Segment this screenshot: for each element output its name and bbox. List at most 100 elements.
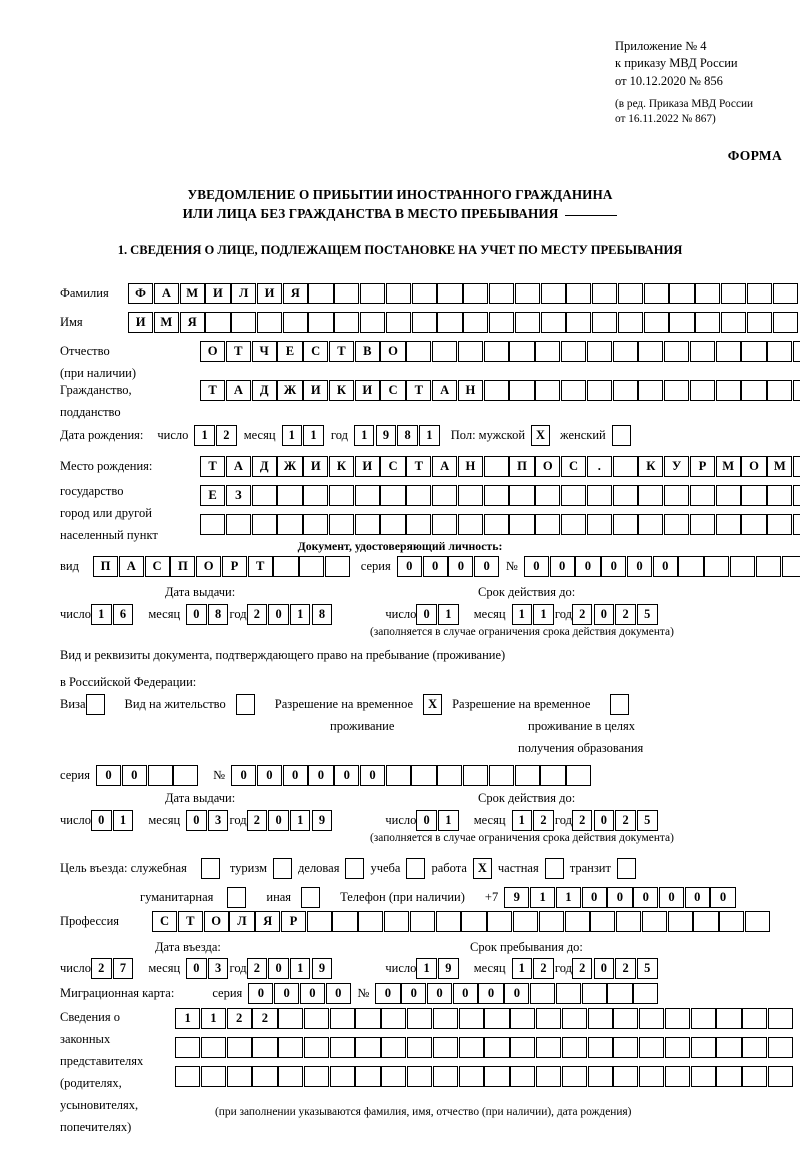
checkbox-purpose-official[interactable] xyxy=(200,858,220,879)
char-box[interactable]: 0 xyxy=(256,765,282,786)
char-box[interactable]: О xyxy=(196,556,222,577)
char-box[interactable] xyxy=(463,283,489,304)
char-box[interactable] xyxy=(719,911,745,932)
char-box[interactable]: 0 xyxy=(325,983,351,1004)
char-box[interactable] xyxy=(561,1037,587,1058)
char-box[interactable] xyxy=(744,911,771,932)
char-box[interactable] xyxy=(566,312,592,333)
char-box[interactable] xyxy=(767,514,793,535)
char-box[interactable] xyxy=(592,312,618,333)
char-box[interactable] xyxy=(435,911,461,932)
char-box[interactable]: А xyxy=(432,456,458,477)
date-box[interactable]: 2 xyxy=(533,810,554,831)
char-box[interactable] xyxy=(251,514,277,535)
char-box[interactable] xyxy=(535,341,561,362)
char-box[interactable] xyxy=(715,514,741,535)
char-box[interactable] xyxy=(278,1037,304,1058)
char-box[interactable]: О xyxy=(741,456,767,477)
checkbox-temp-residence-edu[interactable] xyxy=(610,694,630,715)
date-box[interactable]: 0 xyxy=(416,810,437,831)
checkbox-purpose-humanitarian[interactable] xyxy=(227,887,247,908)
char-box[interactable]: И xyxy=(303,456,329,477)
char-box[interactable]: 1 xyxy=(555,887,581,908)
char-box[interactable]: Т xyxy=(406,380,432,401)
char-box[interactable] xyxy=(664,485,690,506)
char-box[interactable] xyxy=(638,341,664,362)
char-box[interactable] xyxy=(226,1037,252,1058)
char-box[interactable] xyxy=(643,283,669,304)
char-box[interactable]: Ф xyxy=(128,283,154,304)
char-box[interactable] xyxy=(328,514,355,535)
char-box[interactable] xyxy=(487,911,513,932)
char-box[interactable] xyxy=(411,765,437,786)
char-box[interactable]: М xyxy=(767,456,793,477)
char-box[interactable] xyxy=(483,514,509,535)
char-box[interactable] xyxy=(432,341,458,362)
char-box[interactable] xyxy=(175,1037,201,1058)
char-box[interactable]: 0 xyxy=(422,556,448,577)
date-box[interactable]: 1 xyxy=(303,425,324,446)
char-box[interactable] xyxy=(643,312,669,333)
char-box[interactable] xyxy=(358,911,384,932)
date-box[interactable]: 1 xyxy=(289,604,311,625)
char-box[interactable] xyxy=(385,283,411,304)
char-box[interactable] xyxy=(514,765,540,786)
date-box[interactable]: 2 xyxy=(615,958,636,979)
char-box[interactable] xyxy=(767,341,793,362)
checkbox-purpose-tourism[interactable] xyxy=(273,858,293,879)
date-box[interactable]: 0 xyxy=(186,958,207,979)
date-box[interactable]: 1 xyxy=(281,425,303,446)
char-box[interactable] xyxy=(411,283,437,304)
char-box[interactable] xyxy=(437,312,463,333)
char-box[interactable]: М xyxy=(715,456,741,477)
char-box[interactable] xyxy=(612,485,638,506)
char-box[interactable] xyxy=(355,1037,381,1058)
char-box[interactable]: 0 xyxy=(658,887,685,908)
checkbox-sex-male[interactable]: X xyxy=(531,425,551,446)
char-box[interactable]: 9 xyxy=(504,887,530,908)
char-box[interactable] xyxy=(730,556,756,577)
char-box[interactable] xyxy=(432,1037,458,1058)
char-box[interactable] xyxy=(617,283,644,304)
char-box[interactable] xyxy=(282,312,308,333)
date-box[interactable]: 1 xyxy=(511,604,533,625)
char-box[interactable] xyxy=(590,911,616,932)
date-box[interactable]: 0 xyxy=(593,958,615,979)
date-box[interactable]: 9 xyxy=(311,810,333,831)
char-box[interactable]: Т xyxy=(200,456,226,477)
char-box[interactable] xyxy=(147,765,173,786)
char-box[interactable] xyxy=(273,556,299,577)
char-box[interactable]: Е xyxy=(200,485,226,506)
char-box[interactable] xyxy=(689,341,716,362)
char-box[interactable]: 0 xyxy=(426,983,453,1004)
char-box[interactable]: С xyxy=(380,380,406,401)
char-box[interactable] xyxy=(767,1066,794,1087)
date-box[interactable]: 3 xyxy=(207,810,229,831)
char-box[interactable] xyxy=(406,514,432,535)
checkbox-purpose-private[interactable] xyxy=(544,858,564,879)
checkbox-purpose-study[interactable] xyxy=(406,858,426,879)
char-box[interactable] xyxy=(252,1037,278,1058)
char-box[interactable]: 0 xyxy=(231,765,257,786)
char-box[interactable]: К xyxy=(328,380,355,401)
char-box[interactable]: С xyxy=(303,341,329,362)
char-box[interactable] xyxy=(781,556,800,577)
char-box[interactable]: И xyxy=(128,312,154,333)
char-box[interactable]: 1 xyxy=(175,1008,201,1029)
char-box[interactable] xyxy=(483,341,509,362)
